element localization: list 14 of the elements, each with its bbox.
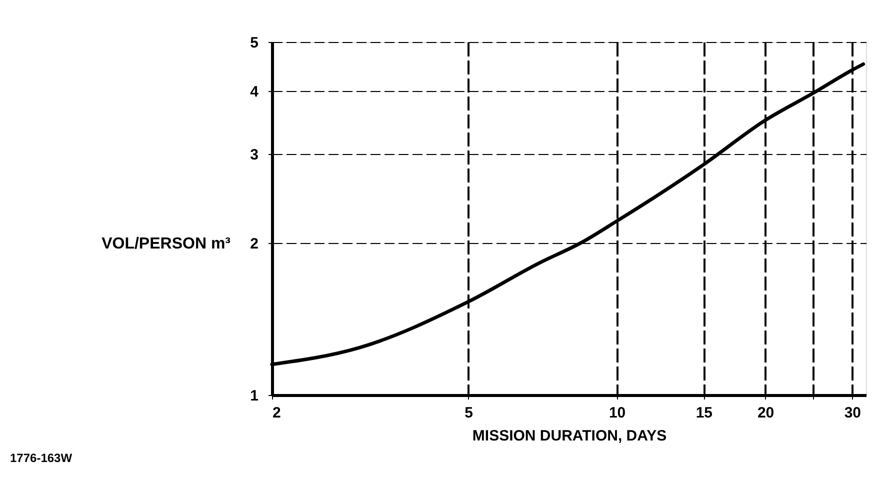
x-tick-label: 5 [464,404,473,422]
y-tick-label: 2 [250,235,258,252]
y-axis-title: VOL/PERSON m³ [102,236,230,253]
y-tick-label: 1 [250,388,258,404]
x-tick-label: 20 [757,404,774,422]
y-tick-label: 3 [250,146,258,164]
x-tick-label: 10 [608,404,626,422]
x-tick-label: 15 [696,404,713,422]
text: 1776-163W [10,451,73,465]
x-tick-label: 2 [272,404,281,422]
y-tick-label: 4 [250,83,260,100]
x-tick-label: 30 [844,404,862,422]
x-axis-title: MISSION DURATION, DAYS [472,428,667,444]
y-tick-label: 5 [250,34,258,52]
